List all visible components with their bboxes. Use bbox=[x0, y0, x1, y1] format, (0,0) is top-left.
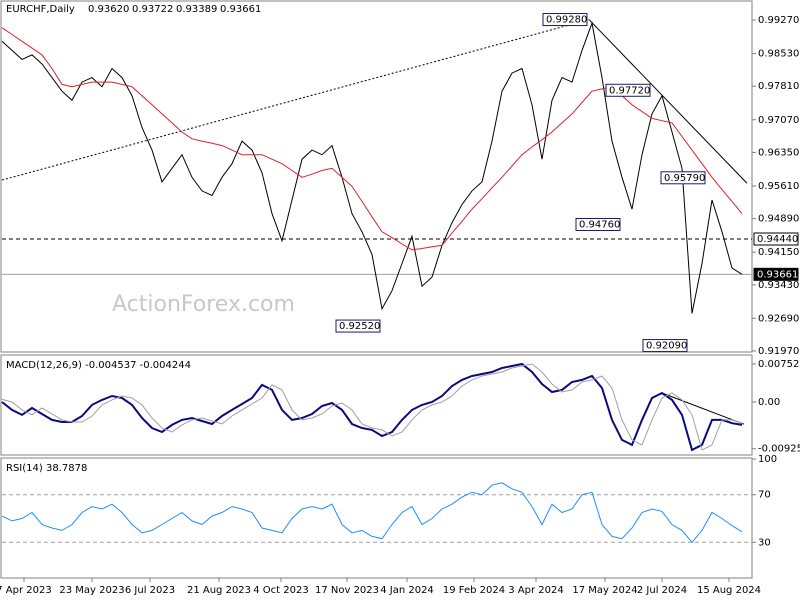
x-tick-label: 2 Jul 2024 bbox=[637, 585, 687, 596]
y-tick-label: 0.96350 bbox=[758, 147, 799, 158]
y-tick-label: 0.97070 bbox=[758, 115, 799, 126]
rsi-title: RSI(14) 38.7878 bbox=[6, 463, 87, 474]
annotation-box bbox=[660, 171, 706, 185]
series-line bbox=[1, 482, 743, 544]
ohlc-high: 0.93722 bbox=[132, 4, 173, 15]
series-line bbox=[1, 21, 743, 314]
trendline bbox=[1, 19, 590, 181]
ohlc-close: 0.93661 bbox=[220, 4, 261, 15]
level-label-box bbox=[753, 267, 799, 281]
annotation-box bbox=[542, 13, 588, 27]
panel-frame bbox=[0, 354, 753, 456]
annotation-label: 0.94760 bbox=[579, 219, 620, 230]
x-tick-label: 23 May 2023 bbox=[59, 585, 124, 596]
y-tick-label: 30 bbox=[758, 537, 771, 548]
x-tick-label: 15 Aug 2024 bbox=[697, 585, 761, 596]
y-tick-label: 0.007526 bbox=[758, 359, 800, 370]
trendline bbox=[588, 19, 748, 184]
x-tick-label: 4 Jan 2024 bbox=[380, 585, 434, 596]
y-tick-label: 0.95610 bbox=[758, 181, 799, 192]
y-tick-label: 0.94890 bbox=[758, 214, 799, 225]
y-tick-label: 70 bbox=[758, 490, 771, 501]
y-tick-label: 0.94150 bbox=[758, 247, 799, 258]
annotation-box bbox=[642, 339, 688, 353]
x-tick-label: 3 Apr 2024 bbox=[508, 585, 563, 596]
y-tick-label: 0.93430 bbox=[758, 280, 799, 291]
level-label: 0.94440 bbox=[757, 234, 798, 245]
panel-frame bbox=[0, 0, 753, 353]
y-tick-label: 0.99270 bbox=[758, 15, 799, 26]
ohlc-low: 0.93389 bbox=[176, 4, 217, 15]
annotation-box bbox=[575, 217, 621, 231]
ohlc-open: 0.93620 bbox=[88, 4, 129, 15]
series-line bbox=[1, 362, 743, 452]
chart-title: EURCHF,Daily bbox=[6, 4, 75, 15]
x-tick-label: 19 Feb 2024 bbox=[443, 585, 505, 596]
annotation-box bbox=[335, 319, 381, 333]
y-tick-label: 0.00 bbox=[758, 397, 780, 408]
annotation-label: 0.95790 bbox=[664, 173, 705, 184]
x-tick-label: 21 Aug 2023 bbox=[187, 585, 251, 596]
annotation-label: 0.97720 bbox=[609, 85, 650, 96]
y-tick-label: 0.98530 bbox=[758, 49, 799, 60]
x-tick-label: 7 Apr 2023 bbox=[0, 585, 52, 596]
annotation-label: 0.92520 bbox=[339, 321, 380, 332]
y-tick-label: -0.009252 bbox=[758, 444, 800, 455]
trendline bbox=[661, 392, 745, 425]
level-label-box bbox=[753, 232, 799, 246]
annotation-box bbox=[605, 83, 651, 97]
annotation-label: 0.92090 bbox=[646, 341, 687, 352]
series-line bbox=[1, 363, 743, 451]
y-tick-label: 100 bbox=[758, 454, 777, 465]
y-tick-label: 0.92690 bbox=[758, 313, 799, 324]
x-tick-label: 17 Nov 2023 bbox=[315, 585, 379, 596]
x-tick-label: 4 Oct 2023 bbox=[253, 585, 308, 596]
x-tick-label: 6 Jul 2023 bbox=[125, 585, 175, 596]
level-label: 0.93661 bbox=[757, 269, 798, 280]
panel-frame bbox=[0, 457, 753, 579]
y-tick-label: 0.91970 bbox=[758, 346, 799, 357]
annotation-label: 0.99280 bbox=[546, 15, 587, 26]
watermark: ActionForex.com bbox=[112, 292, 295, 317]
y-tick-label: 0.97810 bbox=[758, 81, 799, 92]
macd-title: MACD(12,26,9) -0.004537 -0.004244 bbox=[6, 360, 191, 371]
x-tick-label: 17 May 2024 bbox=[572, 585, 637, 596]
